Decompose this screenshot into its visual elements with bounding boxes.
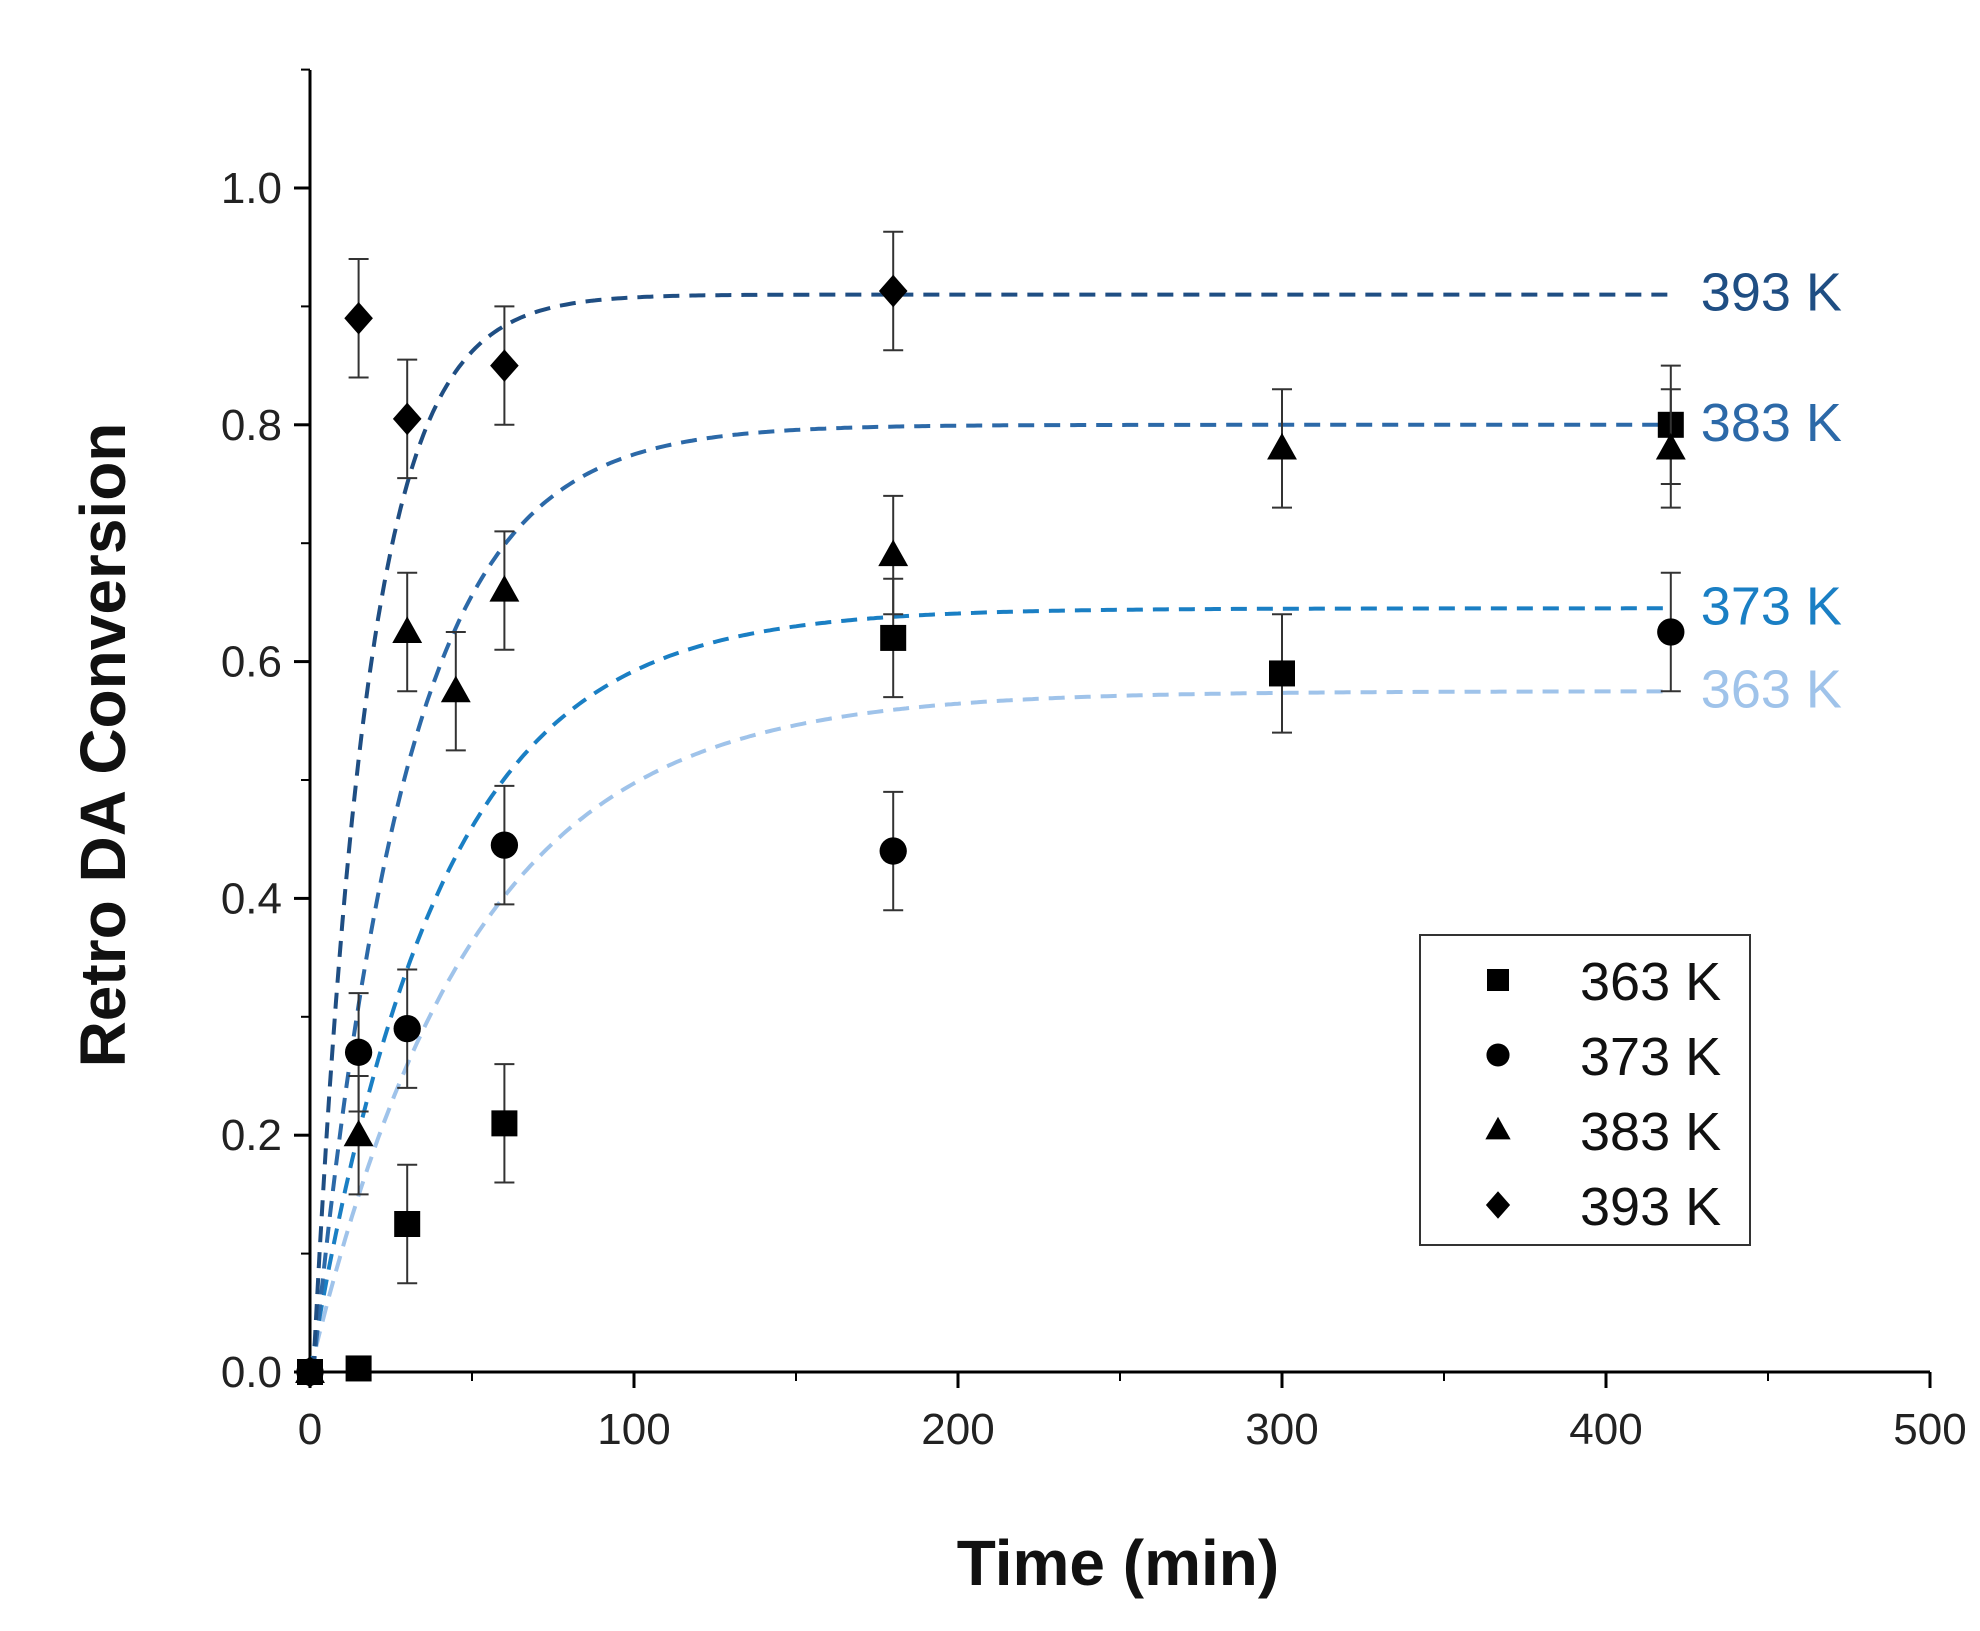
- y-tick-label: 0.0: [221, 1348, 282, 1397]
- curve-label-393-k: 393 K: [1701, 263, 1842, 323]
- legend-label: 393 K: [1580, 1177, 1721, 1237]
- point-373-k: [879, 837, 907, 865]
- fit-curve-363-k: [308, 689, 1671, 1373]
- point-383-k: [440, 675, 471, 703]
- point-393-k: [295, 1355, 325, 1389]
- x-tick-label: 200: [921, 1405, 994, 1454]
- y-tick-label: 0.6: [221, 638, 282, 687]
- point-383-k: [343, 1119, 374, 1147]
- legend-marker-363-k: [1487, 969, 1509, 991]
- point-373-k: [344, 1038, 373, 1066]
- curve-label-363-k: 363 K: [1701, 659, 1842, 719]
- data-points: [295, 230, 1686, 1389]
- legend: 363 K 373 K 383 K 393 K: [1419, 934, 1751, 1246]
- point-363-k: [345, 1355, 372, 1382]
- point-363-k: [491, 1110, 518, 1137]
- legend-label: 363 K: [1580, 952, 1721, 1012]
- y-tick-label: 1.0: [221, 164, 282, 213]
- ticks: 0 100 200 300 400 500 0.0 0.2 0.4 0.6 0.8 1.0: [221, 68, 1967, 1454]
- legend-marker-393-k: [1485, 1191, 1511, 1219]
- x-tick-label: 0: [298, 1405, 322, 1454]
- x-tick-label: 500: [1893, 1405, 1966, 1454]
- legend-box: [1419, 934, 1751, 1246]
- fit-curve-393-k: [311, 292, 1671, 1373]
- point-383-k: [878, 539, 909, 567]
- point-383-k: [392, 616, 423, 644]
- point-393-k: [344, 301, 373, 335]
- x-tick-label: 100: [597, 1405, 670, 1454]
- point-383-k: [1267, 432, 1297, 460]
- point-373-k: [1657, 618, 1685, 646]
- legend-label: 373 K: [1580, 1027, 1721, 1087]
- x-tick-label: 300: [1245, 1405, 1318, 1454]
- point-363-k: [1269, 660, 1295, 687]
- point-393-k: [490, 349, 519, 382]
- point-373-k: [490, 831, 519, 859]
- y-tick-label: 0.4: [221, 874, 282, 923]
- curve-label-373-k: 373 K: [1701, 576, 1842, 636]
- point-373-k: [393, 1014, 421, 1043]
- y-tick-label: 0.8: [221, 401, 282, 450]
- fit-curves: [308, 292, 1671, 1373]
- x-tick-label: 400: [1569, 1405, 1642, 1454]
- point-393-k: [878, 274, 908, 308]
- x-axis-title: Time (min): [957, 1527, 1279, 1599]
- legend-label: 383 K: [1580, 1102, 1721, 1162]
- legend-entries: 363 K 373 K 383 K 393 K: [1485, 952, 1721, 1237]
- legend-marker-383-k: [1485, 1116, 1511, 1140]
- point-383-k: [489, 574, 520, 602]
- point-363-k: [880, 624, 907, 651]
- fit-curve-383-k: [311, 422, 1671, 1373]
- point-393-k: [392, 402, 422, 436]
- point-363-k: [394, 1211, 421, 1237]
- fit-curve-373-k: [308, 606, 1671, 1373]
- y-axis-title: Retro DA Conversion: [67, 423, 139, 1068]
- y-tick-label: 0.2: [221, 1111, 282, 1160]
- point-383-k: [1655, 432, 1686, 460]
- curve-labels: 363 K 373 K 383 K 393 K: [1701, 263, 1842, 720]
- legend-marker-373-k: [1486, 1043, 1510, 1067]
- curve-label-383-k: 383 K: [1701, 393, 1842, 453]
